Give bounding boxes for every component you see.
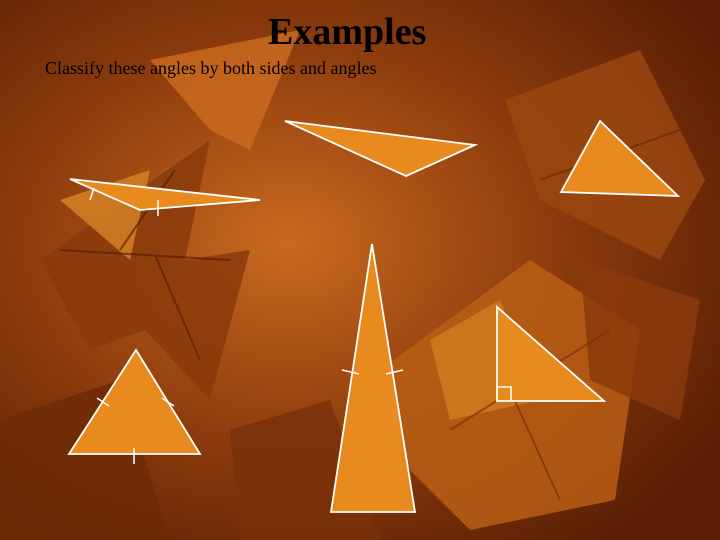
triangle-obtuse-scalene-2 <box>285 121 475 176</box>
slide: Examples Classify these angles by both s… <box>0 0 720 540</box>
triangle-layer <box>0 0 720 540</box>
triangle-isosceles-tall <box>331 244 415 512</box>
triangle-right <box>497 307 604 401</box>
tick-mark <box>90 188 94 200</box>
triangle-equilateral <box>69 350 200 454</box>
triangle-acute-scalene <box>561 121 678 196</box>
triangle-obtuse-scalene-1 <box>70 179 260 210</box>
slide-content: Examples Classify these angles by both s… <box>0 0 720 540</box>
